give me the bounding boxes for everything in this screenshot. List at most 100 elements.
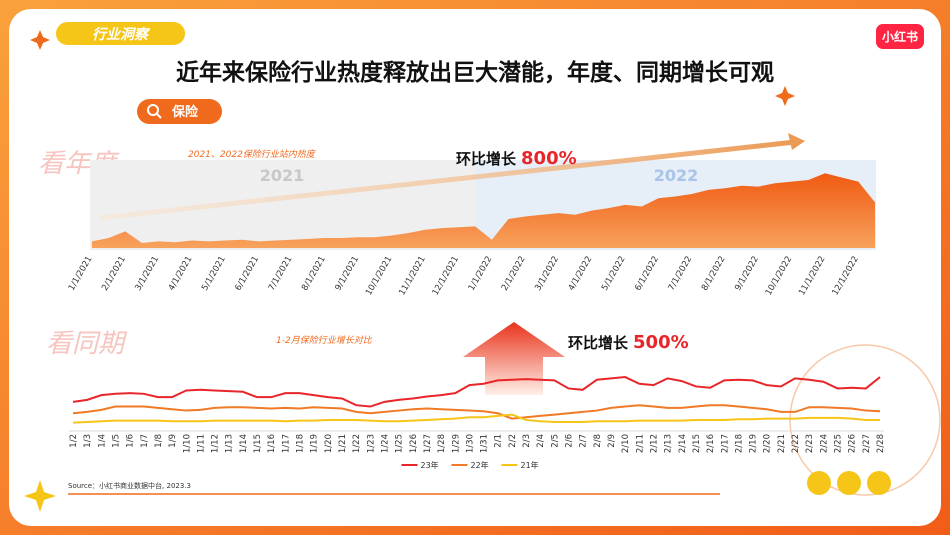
x-tick-label: 2/23 <box>805 434 815 453</box>
annotation: 环比增长 500% <box>568 332 689 353</box>
area <box>92 173 875 248</box>
x-tick-label: 2/27 <box>862 434 872 453</box>
annotation-text: 环比增长 <box>456 150 517 168</box>
x-tick-label: 1/31 <box>480 434 490 453</box>
x-tick-label: 1/3 <box>83 434 93 448</box>
x-tick-label: 1/18 <box>296 434 306 453</box>
x-tick-label: 1/7 <box>140 434 150 448</box>
x-tick-label: 1/28 <box>437 434 447 453</box>
x-tick-label: 2/14 <box>678 434 688 453</box>
logo-box <box>876 24 924 49</box>
x-tick-label: 1/4 <box>97 434 107 448</box>
sparkle <box>30 30 50 50</box>
keyword-pill <box>137 99 222 124</box>
x-tick-label: 1/10 <box>182 434 192 453</box>
legend-label: 23年 <box>421 460 439 470</box>
x-tick-label: 1/23 <box>366 434 376 453</box>
annotation: 环比增长 800% <box>456 148 577 169</box>
tag-pill <box>54 20 187 47</box>
card <box>9 9 941 526</box>
annotation-text: 环比增长 <box>568 334 629 352</box>
growth-arrow <box>463 322 565 395</box>
x-tick-label: 2/12 <box>649 434 659 453</box>
source: Source：小红书商业数据中台, 2023.3 <box>68 481 191 490</box>
x-tick-label: 2/22 <box>791 434 801 453</box>
x-tick-label: 2/6 <box>565 434 575 448</box>
x-tick-label: 2/28 <box>876 434 886 453</box>
x-tick-label: 1/26 <box>409 434 419 453</box>
x-tick-label: 1/22 <box>352 434 362 453</box>
x-tick-label: 2/1 <box>494 434 504 448</box>
tag: 行业洞察 <box>92 26 151 43</box>
x-tick-label: 2/15 <box>692 434 702 453</box>
period-label: 2021 <box>260 166 305 185</box>
x-tick-label: 1/17 <box>281 434 291 453</box>
x-tick-label: 2/7 <box>579 434 589 448</box>
search-icon <box>147 104 159 116</box>
x-tick-label: 2/3 <box>522 434 532 448</box>
x-tick-label: 1/20 <box>324 434 334 453</box>
sparkle <box>24 480 56 512</box>
x-tick-label: 1/12 <box>211 434 221 453</box>
trend-arrow <box>99 139 796 221</box>
x-tick-label: 1/30 <box>465 434 475 453</box>
trend-arrow-head <box>788 133 805 150</box>
series-line <box>72 376 881 408</box>
x-tick-label: 1/25 <box>395 434 405 453</box>
x-tick-label: 1/24 <box>380 434 390 453</box>
section-label: 看同期 <box>46 329 128 359</box>
logo: 小红书 <box>882 29 918 44</box>
dot <box>867 471 891 495</box>
chart-subtitle: 2021、2022保险行业站内热度 <box>188 149 317 160</box>
sparkle <box>775 86 795 106</box>
chart-subtitle: 1-2月保险行业增长对比 <box>276 335 373 346</box>
x-tick-label: 2/24 <box>819 434 829 453</box>
x-tick-label: 2/13 <box>664 434 674 453</box>
x-tick-label: 2/21 <box>777 434 787 453</box>
x-tick-label: 1/15 <box>253 434 263 453</box>
deco-circle <box>789 344 941 496</box>
x-tick-label: 2/2 <box>508 434 518 448</box>
x-tick-label: 1/16 <box>267 434 277 453</box>
x-tick-label: 2/25 <box>834 434 844 453</box>
x-tick-label: 1/29 <box>451 434 461 453</box>
search-icon <box>156 113 162 119</box>
series-line <box>72 404 881 420</box>
x-tick-label: 1/13 <box>225 434 235 453</box>
x-tick-label: 1/8 <box>154 434 164 448</box>
x-tick-label: 1/21 <box>338 434 348 453</box>
annotation-highlight: 500% <box>633 332 689 353</box>
x-tick-label: 1/14 <box>239 434 249 453</box>
dot <box>837 471 861 495</box>
x-tick-label: 2/5 <box>550 434 560 448</box>
x-tick-label: 2/8 <box>593 434 603 448</box>
x-tick-label: 2/11 <box>635 434 645 453</box>
x-tick-label: 1/2 <box>69 434 79 448</box>
series-line <box>72 413 880 424</box>
x-tick-label: 2/4 <box>536 434 546 448</box>
x-tick-label: 2/26 <box>848 434 858 453</box>
annotation-highlight: 800% <box>521 148 577 169</box>
x-tick-label: 2/16 <box>706 434 716 453</box>
legend-label: 22年 <box>471 460 489 470</box>
x-tick-label: 1/9 <box>168 434 178 448</box>
period-label: 2022 <box>654 166 699 185</box>
dot <box>807 471 831 495</box>
x-tick-label: 2/17 <box>720 434 730 453</box>
slide-title: 近年来保险行业热度释放出巨大潜能，年度、同期增长可观 <box>176 59 774 86</box>
keyword: 保险 <box>171 104 199 120</box>
x-tick-label: 1/19 <box>310 434 320 453</box>
x-tick-label: 1/27 <box>423 434 433 453</box>
x-tick-label: 2/20 <box>763 434 773 453</box>
legend-label: 21年 <box>521 460 539 470</box>
x-tick-label: 1/5 <box>111 434 121 448</box>
x-tick-label: 1/11 <box>196 434 206 453</box>
x-tick-label: 2/18 <box>734 434 744 453</box>
x-tick-label: 2/19 <box>749 434 759 453</box>
x-tick-label: 2/10 <box>621 434 631 453</box>
x-tick-label: 2/9 <box>607 434 617 448</box>
x-tick-label: 1/6 <box>126 434 136 448</box>
